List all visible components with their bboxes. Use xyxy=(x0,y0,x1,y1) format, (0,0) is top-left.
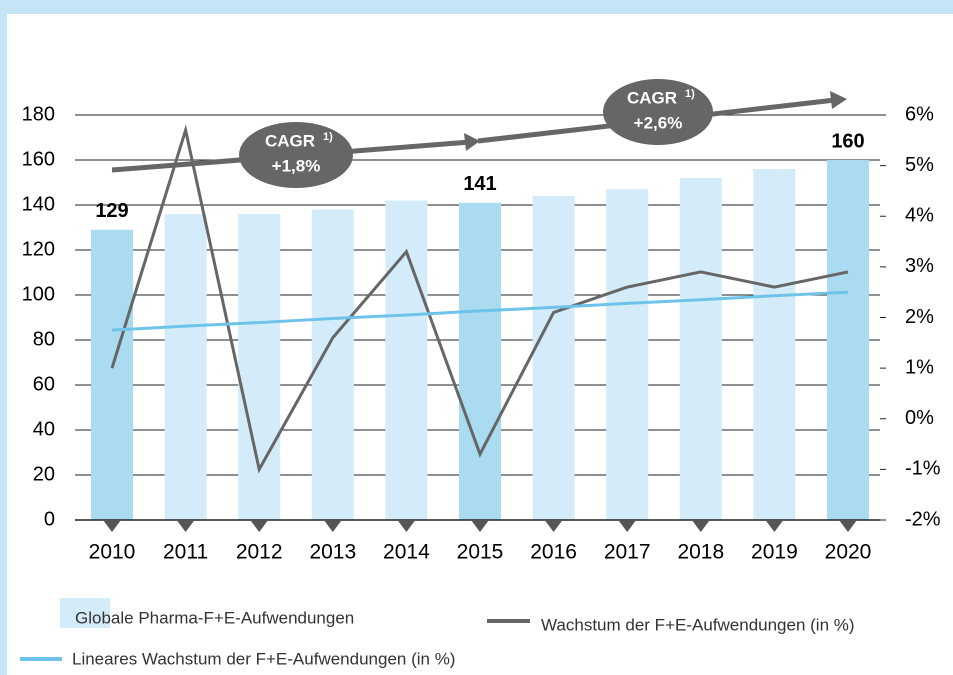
bar xyxy=(532,196,575,520)
x-tick-label: 2016 xyxy=(530,541,577,564)
x-tick-label: 2015 xyxy=(457,541,504,564)
x-tick-marker xyxy=(323,520,342,532)
bar xyxy=(679,178,722,520)
x-tick-marker xyxy=(544,520,563,532)
x-tick-label: 2018 xyxy=(677,541,724,564)
cagr-badge xyxy=(239,122,353,188)
bar xyxy=(459,202,501,520)
bar xyxy=(753,169,796,520)
legend-label: Lineares Wachstum der F+E-Aufwendungen (… xyxy=(72,649,455,668)
y-tick-label: 120 xyxy=(22,238,55,260)
y-tick-label: 0 xyxy=(44,508,55,530)
x-tick-label: 2010 xyxy=(89,541,136,564)
x-tick-label: 2011 xyxy=(163,541,208,564)
y2-tick-label: 5% xyxy=(905,154,934,176)
x-tick-marker xyxy=(397,520,416,532)
y2-tick-label: 3% xyxy=(905,255,934,277)
cagr-arrow-head xyxy=(830,91,847,109)
x-tick-label: 2013 xyxy=(309,541,356,564)
bar xyxy=(164,214,207,520)
x-tick-label: 2019 xyxy=(751,541,798,564)
y2-tick-label: 2% xyxy=(905,306,934,328)
x-tick-label: 2020 xyxy=(825,541,872,564)
cagr-value: +1,8% xyxy=(272,156,321,175)
y2-tick-label: -2% xyxy=(905,508,941,530)
y-tick-label: 100 xyxy=(22,283,55,305)
x-tick-marker xyxy=(618,520,637,532)
x-tick-marker xyxy=(250,520,269,532)
data-label: 160 xyxy=(831,130,864,152)
x-tick-label: 2017 xyxy=(604,541,651,564)
x-tick-marker xyxy=(103,520,121,532)
x-tick-marker xyxy=(176,520,195,532)
legend-swatch xyxy=(60,598,110,628)
y-tick-label: 60 xyxy=(33,373,55,395)
y-tick-label: 80 xyxy=(33,328,55,350)
y2-tick-label: 6% xyxy=(905,103,934,125)
x-tick-label: 2012 xyxy=(236,541,283,564)
x-tick-marker xyxy=(691,520,710,532)
x-tick-marker xyxy=(471,520,489,532)
line xyxy=(111,290,849,332)
x-tick-label: 2014 xyxy=(383,541,430,564)
y-tick-label: 180 xyxy=(22,103,55,125)
bar xyxy=(385,200,428,520)
data-label: 129 xyxy=(95,200,128,222)
y-tick-label: 20 xyxy=(33,463,55,485)
bar xyxy=(827,160,869,520)
bar xyxy=(91,229,133,520)
cagr-label: CAGR xyxy=(265,131,315,150)
bar xyxy=(238,214,281,520)
cagr-label: CAGR xyxy=(627,88,677,107)
y2-tick-label: 4% xyxy=(905,205,934,227)
x-tick-marker xyxy=(765,520,784,532)
cagr-superscript: 1) xyxy=(685,88,695,100)
y-tick-label: 40 xyxy=(33,418,55,440)
cagr-arrow-head xyxy=(464,133,480,151)
y2-tick-label: 1% xyxy=(905,356,934,378)
y2-tick-label: -1% xyxy=(905,458,941,480)
cagr-value: +2,6% xyxy=(634,113,683,132)
y-tick-label: 140 xyxy=(22,193,55,215)
y2-tick-label: 0% xyxy=(905,407,934,429)
data-label: 141 xyxy=(463,173,496,195)
legend-label: Globale Pharma-F+E-Aufwendungen xyxy=(75,608,354,627)
bar xyxy=(606,189,649,520)
x-tick-marker xyxy=(839,520,857,532)
line xyxy=(110,124,849,474)
legend-label: Wachstum der F+E-Aufwendungen (in %) xyxy=(541,615,855,634)
y-tick-label: 160 xyxy=(22,148,55,170)
cagr-superscript: 1) xyxy=(323,131,333,143)
cagr-badge xyxy=(603,79,713,145)
